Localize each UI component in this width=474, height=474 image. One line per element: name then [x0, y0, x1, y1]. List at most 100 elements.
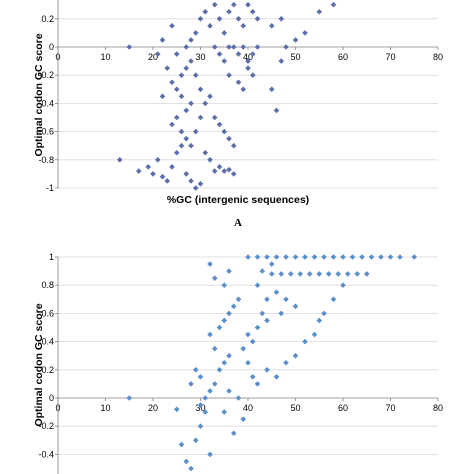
panel-a-data-point	[245, 58, 251, 64]
panel-a-data-point	[226, 8, 232, 15]
panel-a-data-point	[188, 142, 194, 149]
panel-b-x-tick-label: 10	[100, 403, 110, 413]
panel-b-data-point	[211, 381, 218, 387]
panel-a-data-point	[216, 121, 223, 128]
panel-a-data-point	[159, 37, 166, 43]
panel-a-data-point	[221, 30, 228, 36]
panel-b-data-point	[316, 317, 323, 324]
panel-a-data-point	[249, 72, 256, 78]
panel-a-data-point	[173, 51, 180, 57]
panel-b-data-point	[344, 271, 351, 277]
panel-b-data-point	[378, 254, 384, 260]
panel-a-letter: A	[234, 217, 242, 229]
panel-b-data-point	[183, 458, 190, 465]
panel-b-data-point	[235, 296, 242, 303]
panel-a-data-point	[316, 8, 323, 15]
panel-a-data-point	[330, 1, 337, 8]
panel-b-x-tick-label: 0	[55, 403, 60, 413]
panel-a-data-point	[169, 164, 175, 170]
panel-a-data-point	[202, 8, 209, 15]
panel-b-data-point	[254, 324, 261, 331]
panel-b-data-point	[173, 406, 180, 413]
panel-b-y-tick-label: 0.8	[41, 280, 54, 290]
panel-b-data-point	[254, 254, 261, 260]
panel-b-x-tick-label: 40	[243, 403, 253, 413]
panel-a-data-point	[192, 128, 199, 135]
panel-b-data-point	[207, 331, 213, 338]
panel-a-data-point	[226, 135, 232, 142]
panel-b-data-point	[411, 254, 418, 260]
panel-b-data-point	[283, 296, 289, 303]
panel-b-data-point	[273, 374, 280, 380]
panel-a-data-point	[226, 166, 232, 173]
panel-a-data-point	[183, 65, 190, 71]
panel-b-y-tick-label: -0.4	[38, 449, 54, 459]
panel-b-data-point	[368, 254, 375, 260]
panel-b-data-point	[306, 271, 313, 277]
panel-a-data-point	[183, 171, 190, 177]
panel-b-data-point	[278, 310, 285, 317]
panel-a-data-point	[211, 114, 218, 121]
panel-a-data-point	[145, 164, 152, 170]
panel-a-data-point	[211, 44, 218, 50]
panel-a-x-tick-label: 80	[433, 52, 443, 62]
panel-b-data-point	[330, 296, 337, 303]
panel-b-data-point	[197, 374, 204, 380]
panel-a-data-point	[249, 8, 256, 15]
panel-b-data-point	[321, 254, 327, 260]
panel-b-data-point	[126, 395, 133, 401]
panel-a-data-point	[245, 65, 251, 71]
panel-b-y-tick-label: 1	[49, 252, 54, 262]
panel-b-data-point	[278, 271, 285, 277]
panel-b-data-point	[254, 282, 261, 288]
panel-b-y-tick-label: 0.6	[41, 308, 54, 318]
panel-a-data-point	[126, 44, 133, 50]
panel-a-data-point	[226, 72, 232, 78]
panel-b-y-tick-label: -0.2	[38, 421, 54, 431]
panel-b-data-point	[264, 296, 270, 303]
panel-b-data-point	[226, 310, 232, 317]
panel-a-data-point	[211, 168, 218, 174]
panel-b-data-point	[221, 359, 228, 366]
panel-b-data-point	[188, 465, 194, 472]
panel-b-data-point	[268, 261, 275, 267]
panel-b-data-point	[221, 409, 228, 415]
panel-b-data-point	[321, 310, 327, 317]
panel-a-x-tick-label: 0	[55, 52, 60, 62]
panel-a-data-point	[254, 44, 261, 50]
panel-b-data-point	[226, 352, 232, 359]
panel-a-data-point	[273, 107, 280, 114]
panel-a-data-point	[178, 93, 185, 100]
panel-a-data-point	[154, 51, 161, 57]
panel-a-y-tick-label: -0.4	[38, 98, 54, 108]
panel-a-x-tick-label: 30	[195, 52, 205, 62]
panel-b-data-point	[216, 367, 223, 373]
panel-a-x-tick-label: 70	[385, 52, 395, 62]
panel-b-data-point	[340, 254, 346, 260]
panel-b-data-point	[349, 254, 356, 260]
panel-a-y-tick-label: -1	[46, 183, 54, 193]
panel-b-data-point	[245, 331, 251, 338]
panel-a-data-point	[245, 1, 251, 8]
panel-b-data-point	[292, 352, 299, 359]
panel-b-y-tick-label: 0.2	[41, 365, 54, 375]
panel-a-data-point	[240, 86, 247, 93]
panel-b-data-point	[226, 388, 232, 394]
panel-a-data-point	[159, 93, 166, 100]
panel-a-data-point	[169, 121, 175, 128]
panel-a-x-tick-label: 50	[290, 52, 300, 62]
panel-a-data-point	[211, 1, 218, 8]
panel-b-data-point	[335, 271, 342, 277]
panel-a-data-point	[169, 23, 175, 29]
panel-b-data-point	[363, 271, 370, 277]
panel-b-data-point	[245, 254, 251, 260]
panel-b-scatter-chart: -0.4-0.200.20.40.60.810 10 20 30 40 50 60 70 80 …	[33, 252, 443, 474]
panel-a-data-point	[207, 157, 213, 163]
panel-b-data-point	[216, 324, 223, 331]
panel-a-data-point	[188, 100, 194, 107]
panel-a-data-point	[221, 128, 228, 135]
panel-a-data-point	[302, 30, 308, 36]
panel-a-data-point	[283, 44, 289, 50]
panel-a-data-point	[230, 1, 237, 8]
